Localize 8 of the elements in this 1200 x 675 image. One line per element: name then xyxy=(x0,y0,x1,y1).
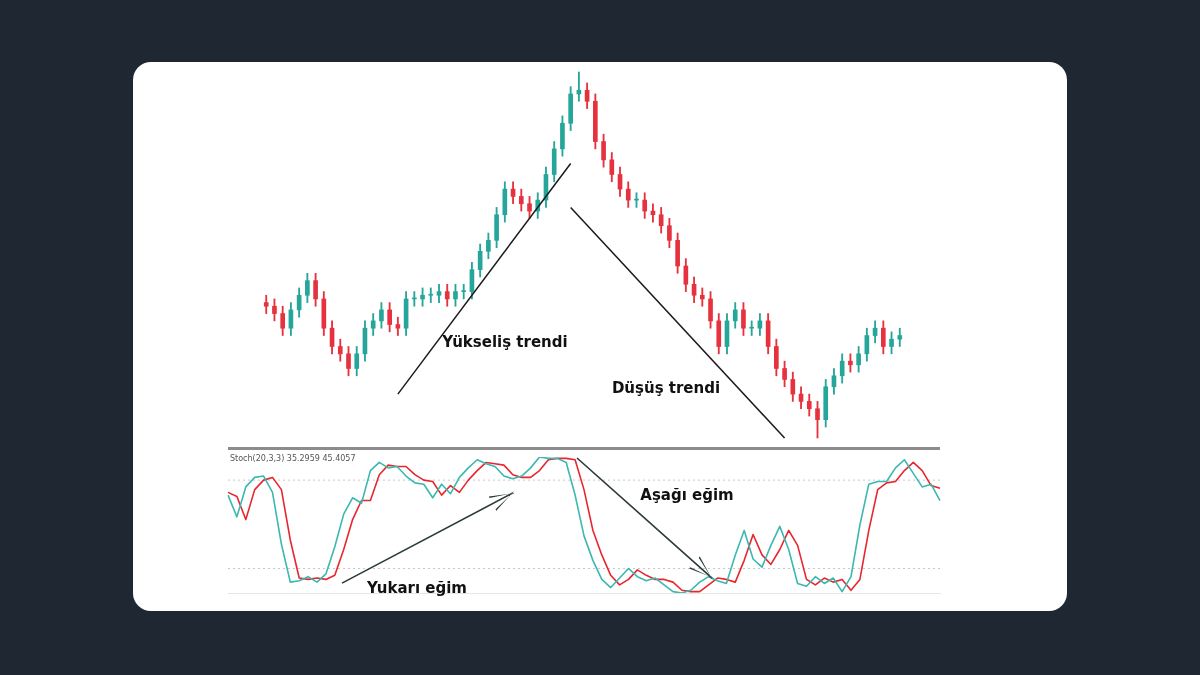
candlestick xyxy=(749,320,754,336)
annotation: Yükseliş trendi xyxy=(442,333,568,351)
candlestick xyxy=(428,287,434,303)
annotation: Yukarı eğim xyxy=(367,579,467,597)
annotation: Stoch(20,3,3) 35.2959 45.4057 xyxy=(230,454,356,463)
annotation: Düşüş trendi xyxy=(611,379,721,397)
annotation: Aşağı eğim xyxy=(640,486,734,504)
candlestick xyxy=(461,283,467,300)
